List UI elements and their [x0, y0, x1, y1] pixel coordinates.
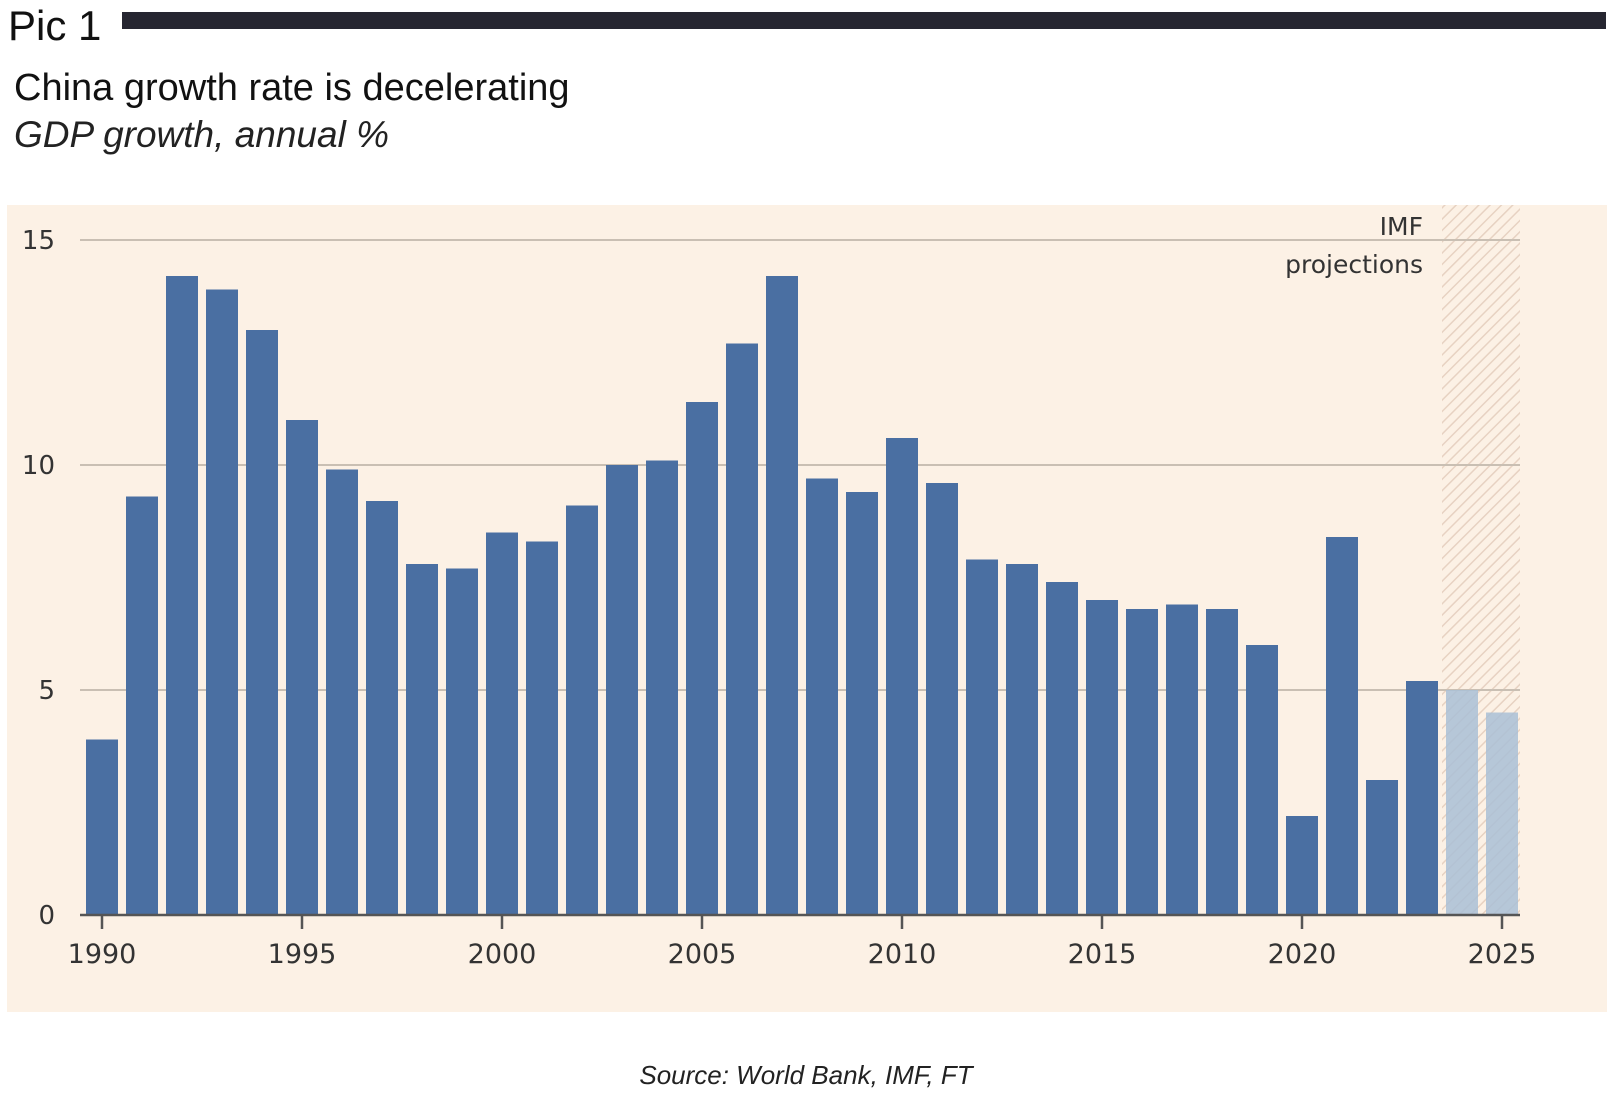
x-tick-label: 2025 [1468, 939, 1537, 970]
bar [526, 541, 558, 915]
bar [646, 460, 678, 915]
bar [206, 289, 238, 915]
bar [1406, 681, 1438, 915]
bar [446, 568, 478, 915]
source-note: Source: World Bank, IMF, FT [639, 1060, 973, 1090]
bar [766, 276, 798, 915]
x-tick-label: 1995 [268, 939, 337, 970]
bar [966, 559, 998, 915]
bar [686, 402, 718, 915]
projected-bar [1486, 712, 1518, 915]
bar [726, 343, 758, 915]
bar [566, 505, 598, 915]
bar [1126, 609, 1158, 915]
bar [1086, 600, 1118, 915]
bar [1286, 816, 1318, 915]
bar [326, 469, 358, 915]
bar [1046, 582, 1078, 915]
chart-title: China growth rate is decelerating [14, 67, 570, 109]
bar [1166, 604, 1198, 915]
bar [1366, 780, 1398, 915]
x-tick-label: 2010 [868, 939, 937, 970]
projected-bar [1446, 690, 1478, 915]
bar [846, 492, 878, 915]
bar [1206, 609, 1238, 915]
bar [886, 438, 918, 915]
projection-label-line1: IMF [1380, 212, 1423, 241]
bar [1326, 537, 1358, 915]
bar [486, 532, 518, 915]
chart-container: 0 5 10 15 1990 1995 2000 2005 2010 2015 2020 2025 … [7, 205, 1607, 1012]
header-rule [122, 12, 1606, 29]
y-tick-label: 5 [38, 676, 55, 706]
bar [126, 496, 158, 915]
chart-subtitle: GDP growth, annual % [14, 114, 389, 155]
bar [1246, 645, 1278, 915]
bar [86, 739, 118, 915]
bar [806, 478, 838, 915]
bar [366, 501, 398, 915]
x-tick-label: 2000 [468, 939, 537, 970]
y-tick-label: 0 [38, 901, 55, 931]
x-tick-label: 2020 [1268, 939, 1337, 970]
bar [606, 465, 638, 915]
pic-label: Pic 1 [8, 2, 102, 49]
bar [246, 330, 278, 915]
bar [406, 564, 438, 915]
projection-label-line2: projections [1285, 250, 1423, 279]
bar [926, 483, 958, 915]
bar [1006, 564, 1038, 915]
x-tick-label: 2015 [1068, 939, 1137, 970]
x-tick-label: 2005 [668, 939, 737, 970]
bar [286, 420, 318, 915]
bar [166, 276, 198, 915]
y-tick-label: 10 [22, 451, 55, 481]
y-tick-label: 15 [22, 226, 55, 256]
x-tick-label: 1990 [68, 939, 137, 970]
